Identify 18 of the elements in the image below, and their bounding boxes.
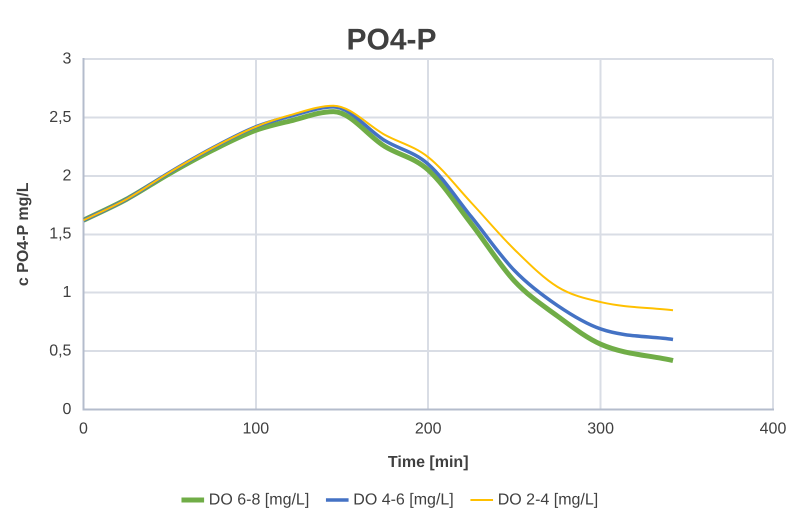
y-tick-label: 3 (62, 50, 72, 68)
y-tick-label: 0,5 (49, 342, 72, 360)
x-tick-label: 0 (78, 420, 88, 438)
x-axis-title: Time [min] (388, 454, 469, 471)
y-tick-label: 1 (62, 284, 72, 302)
y-tick-label: 1,5 (49, 226, 72, 243)
x-tick-label: 100 (242, 420, 270, 438)
legend-label: DO 4-6 [mg/L] (353, 491, 454, 508)
x-tick-label: 400 (760, 420, 786, 438)
y-tick-label: 2 (62, 167, 72, 184)
y-axis-title: c PO4-P mg/L (15, 182, 32, 286)
legend-label: DO 2-4 [mg/L] (498, 491, 598, 508)
y-tick-label: 0 (62, 401, 72, 418)
legend-label: DO 6-8 [mg/L] (208, 491, 310, 508)
x-tick-label: 200 (414, 420, 442, 438)
chart-title: PO4-P (346, 23, 437, 56)
x-tick-label: 300 (587, 420, 614, 438)
y-tick-label: 2,5 (49, 108, 72, 126)
